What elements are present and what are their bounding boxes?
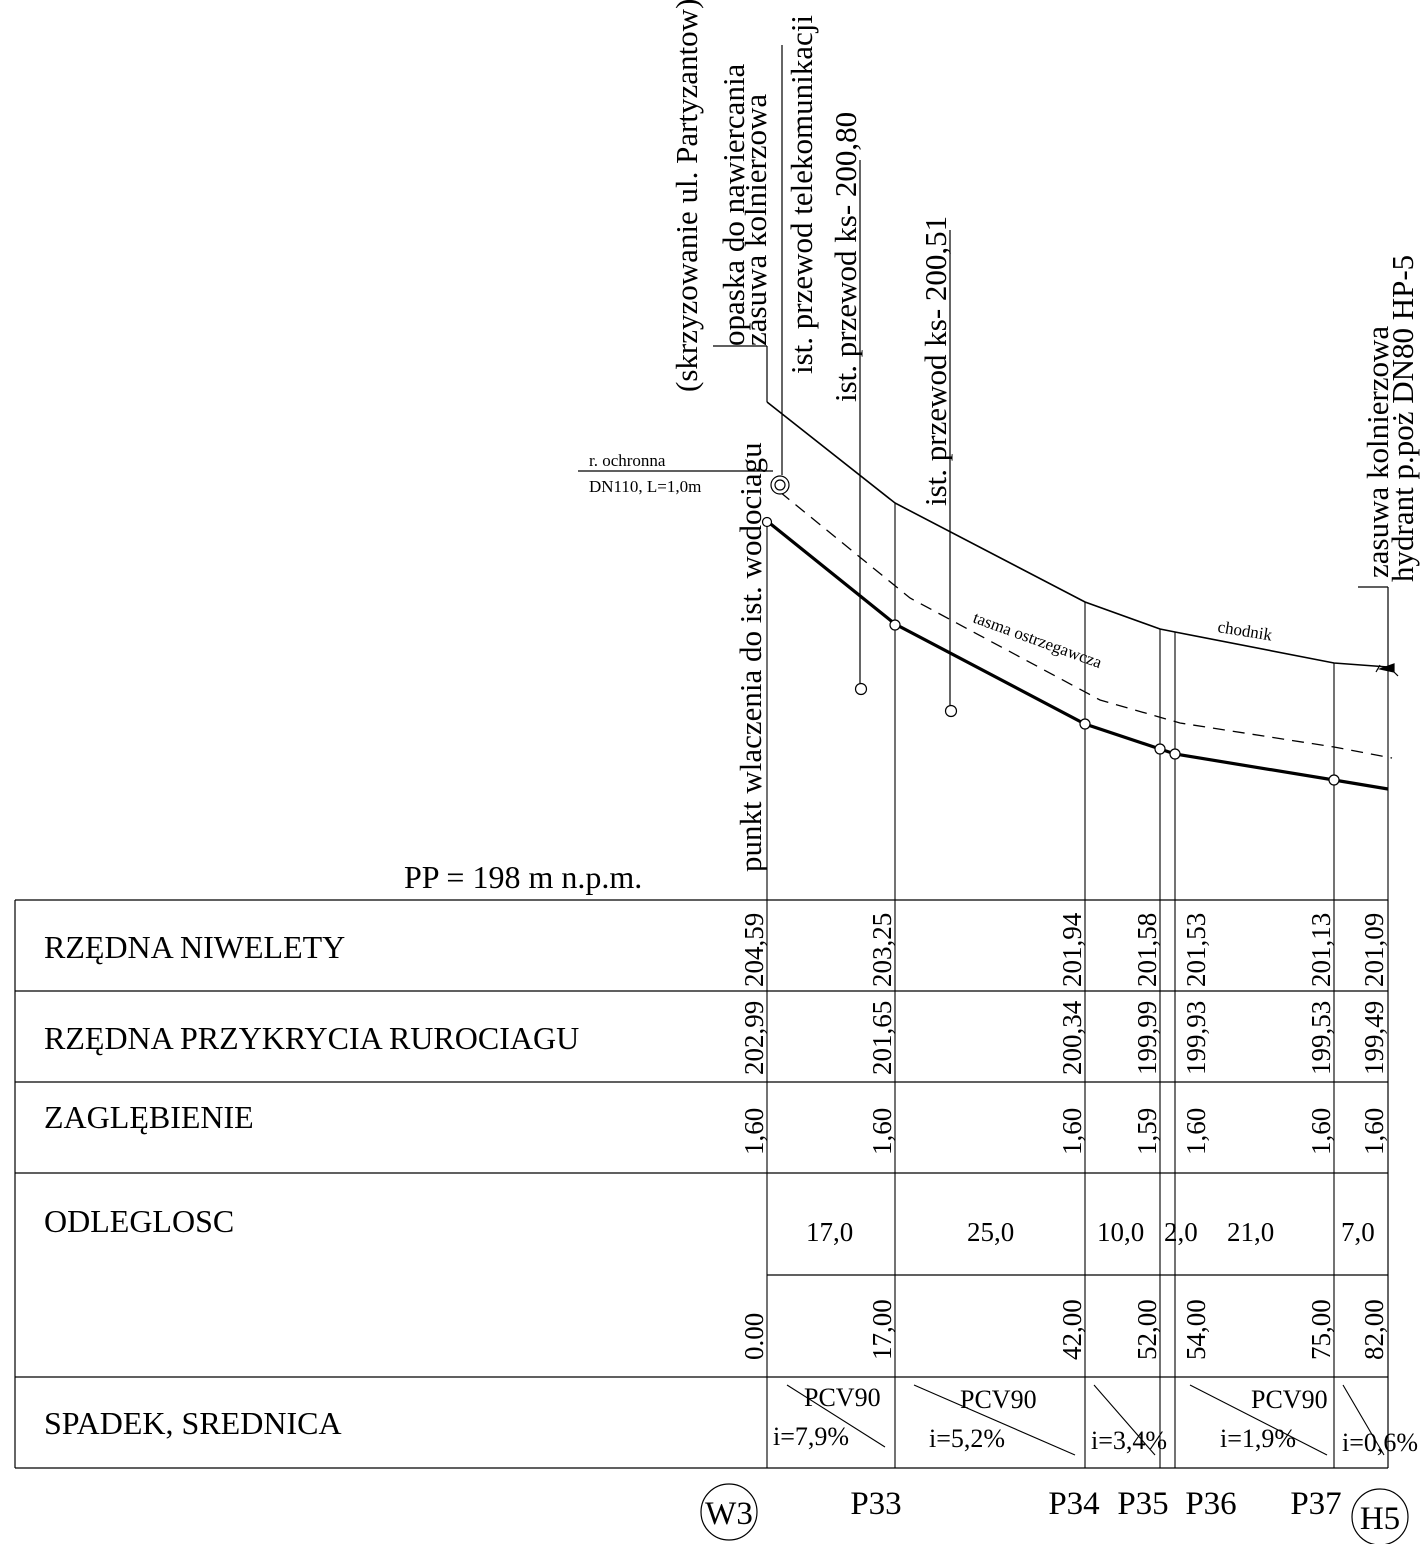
distance-value: 82,00 (1359, 1299, 1389, 1360)
przykrycie-value: 199,49 (1359, 1001, 1389, 1075)
niweleta-value: 201,09 (1359, 913, 1389, 987)
distance-value: 54,00 (1181, 1299, 1211, 1360)
station-values: 204,59 202,99 1,60 0.00 203,25 201,65 1,… (739, 912, 1389, 1360)
zaglebienie-value: 1,60 (1359, 1108, 1389, 1155)
pipe-node-markers (761, 516, 1340, 786)
crossing-utility-markers (578, 45, 1399, 718)
zaglebienie-value: 1,60 (1057, 1108, 1087, 1155)
przykrycie-value: 201,65 (867, 1001, 897, 1075)
node-labels: W3 P33 P34 P35 P36 P37 H5 (700, 1483, 1409, 1544)
distance-value: 42,00 (1057, 1299, 1087, 1360)
przykrycie-value: 199,99 (1132, 1001, 1162, 1075)
label-ochronna-2: DN110, L=1,0m (589, 477, 701, 496)
zaglebienie-value: 1,60 (1306, 1108, 1336, 1155)
segment-length: 21,0 (1227, 1217, 1274, 1247)
pipe-type: PCV90 (960, 1385, 1037, 1414)
niweleta-value: 201,94 (1057, 912, 1087, 987)
pipe-slope: i=1,9% (1220, 1424, 1296, 1453)
zaglebienie-value: 1,60 (739, 1108, 769, 1155)
label-telekom: ist. przewod telekomunikacji (784, 15, 819, 374)
label-hydrant: hydrant p.poż DN80 HP-5 (1385, 255, 1420, 582)
node-circle-h5 (1351, 1488, 1409, 1544)
node-label: P37 (1290, 1486, 1341, 1522)
row-label-odleglosc: ODLEGLOSC (44, 1203, 234, 1239)
profile-table-grid (14, 899, 1389, 1469)
pipe-type: PCV90 (804, 1383, 881, 1412)
node-circle-w3 (700, 1483, 758, 1541)
pipe-specs: PCV90 i=7,9% PCV90 i=5,2% i=3,4% PCV90 i… (773, 1383, 1418, 1457)
row-label-spadek: SPADEK, SREDNICA (44, 1405, 342, 1441)
label-skrzyzowanie: (skrzyzowanie ul. Partyzantow) (669, 0, 704, 392)
pipe-slope: i=3,4% (1091, 1426, 1167, 1455)
node-label: P33 (850, 1486, 901, 1522)
slope-diagonals (786, 1384, 1385, 1456)
pipe-slope: i=0,6% (1342, 1428, 1418, 1457)
segment-length: 25,0 (967, 1217, 1014, 1247)
segment-length: 2,0 (1164, 1217, 1198, 1247)
label-ks1: ist. przewod ks- 200,80 (828, 112, 863, 402)
label-opaska: opaska do nawiercania (716, 63, 751, 346)
warning-tape-line (779, 491, 1393, 759)
pipe-slope: i=5,2% (929, 1424, 1005, 1453)
pipe-slope: i=7,9% (773, 1422, 849, 1451)
przykrycie-value: 199,53 (1306, 1001, 1336, 1075)
label-punkt: punkt wlaczenia do ist. wodociagu (733, 442, 768, 872)
station-verticals (766, 503, 1389, 1468)
niweleta-value: 203,25 (867, 913, 897, 987)
niweleta-value: 204,59 (739, 913, 769, 987)
distance-value: 17,00 (867, 1299, 897, 1360)
row-label-niweleta: RZĘDNA NIWELETY (44, 929, 345, 965)
distance-value: 0.00 (739, 1313, 769, 1360)
label-chodnik: chodnik (1216, 617, 1274, 644)
segment-length: 7,0 (1341, 1217, 1375, 1247)
terrain-line (766, 401, 1389, 668)
segment-length: 17,0 (806, 1217, 853, 1247)
row-label-zaglebienie: ZAGLĘBIENIE (44, 1099, 254, 1135)
datum-label: PP = 198 m n.p.m. (404, 859, 642, 895)
pipe-type: PCV90 (1251, 1385, 1328, 1414)
przykrycie-value: 199,93 (1181, 1001, 1211, 1075)
przykrycie-value: 200,34 (1057, 1000, 1087, 1075)
node-label: P34 (1048, 1486, 1099, 1522)
distance-value: 75,00 (1306, 1299, 1336, 1360)
przykrycie-value: 202,99 (739, 1001, 769, 1075)
zaglebienie-value: 1,60 (867, 1108, 897, 1155)
zaglebienie-value: 1,59 (1132, 1108, 1162, 1155)
node-label: P35 (1117, 1486, 1168, 1522)
segment-lengths: 17,0 25,0 10,0 2,0 21,0 7,0 (806, 1217, 1375, 1247)
label-ochronna-1: r. ochronna (589, 451, 666, 470)
niweleta-value: 201,58 (1132, 913, 1162, 987)
label-zasuwa-left: zasuwa kolnierzowa (738, 94, 773, 346)
label-ks2: ist. przewod ks- 200,51 (918, 216, 953, 506)
niweleta-value: 201,13 (1306, 913, 1336, 987)
row-label-przykrycie: RZĘDNA PRZYKRYCIA RUROCIAGU (44, 1020, 579, 1056)
label-zasuwa-right: zasuwa kolnierzowa (1360, 326, 1395, 578)
distance-value: 52,00 (1132, 1299, 1162, 1360)
node-label: P36 (1185, 1486, 1236, 1522)
node-label: W3 (705, 1496, 753, 1532)
segment-length: 10,0 (1097, 1217, 1144, 1247)
zaglebienie-value: 1,60 (1181, 1108, 1211, 1155)
niweleta-value: 201,53 (1181, 913, 1211, 987)
node-label: H5 (1360, 1501, 1400, 1537)
